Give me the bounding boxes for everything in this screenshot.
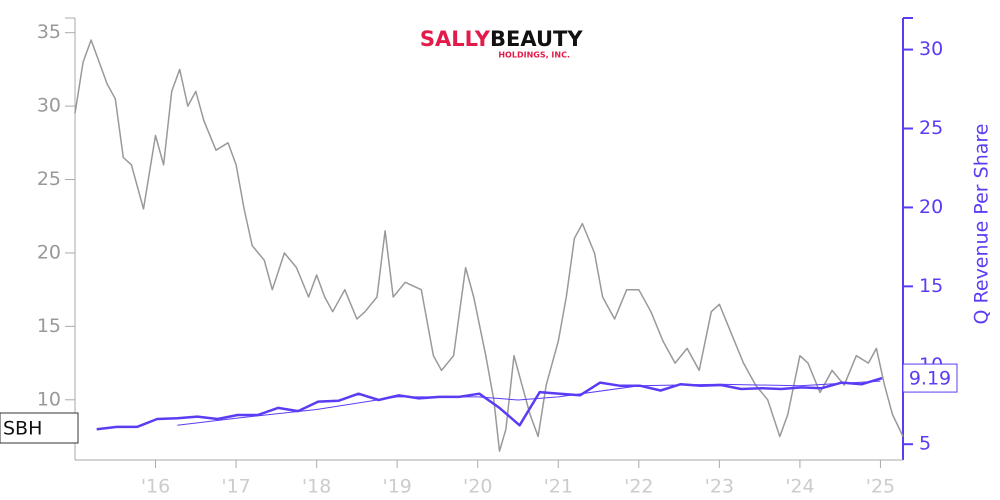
y-tick-label: 30 (37, 95, 61, 117)
y2-tick-label: 15 (919, 275, 943, 297)
y-tick-label: 20 (37, 241, 61, 263)
ticker-box (0, 412, 79, 444)
y2-axis-label: Q Revenue Per Share (971, 124, 993, 325)
x-tick-label: '24 (785, 476, 814, 498)
logo-subtitle: HOLDINGS, INC. (498, 51, 570, 60)
y2-tick-label: 25 (919, 117, 943, 139)
value-label-box (902, 363, 958, 393)
series-line (96, 376, 883, 431)
x-tick-label: '18 (302, 476, 331, 498)
y-tick-label: 25 (37, 168, 61, 190)
x-tick-label: '20 (463, 476, 492, 498)
x-tick-label: '23 (705, 476, 734, 498)
value-label: 9.19 (909, 368, 951, 390)
logo-brand: SALLY (420, 27, 491, 51)
x-tick-label: '25 (866, 476, 895, 498)
ticker-label: SBH (3, 418, 42, 440)
y-tick-label: 15 (37, 315, 61, 337)
x-tick-label: '19 (382, 476, 411, 498)
x-tick-label: '17 (221, 476, 250, 498)
x-tick-label: '21 (544, 476, 573, 498)
y2-tick-label: 20 (919, 196, 943, 218)
y-tick-label: 10 (37, 388, 61, 410)
logo-brand: BEAUTY (490, 27, 583, 51)
x-tick-label: '16 (141, 476, 170, 498)
x-tick-label: '22 (624, 476, 653, 498)
y-tick-label: 35 (37, 21, 61, 43)
series-line (177, 380, 881, 426)
y2-tick-label: 5 (919, 433, 931, 455)
y2-tick-label: 30 (919, 38, 943, 60)
